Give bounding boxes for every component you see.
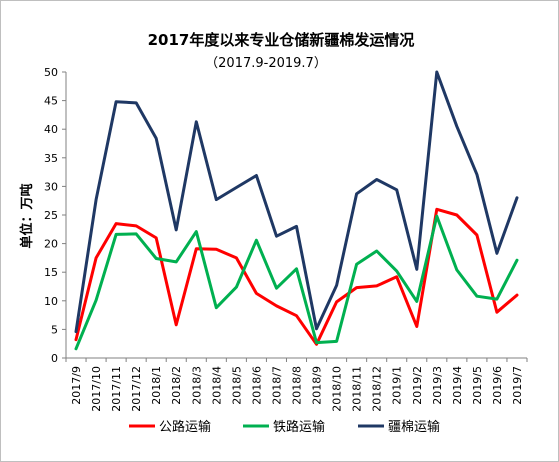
series-line-1 (76, 216, 517, 349)
legend-label: 疆棉运输 (388, 419, 440, 435)
x-tick-label: 2018/4 (210, 366, 223, 405)
x-tick-label: 2018/10 (331, 366, 344, 412)
y-tick-label: 40 (44, 123, 58, 136)
y-axis-label: 单位：万吨 (19, 183, 35, 248)
y-tick-label: 35 (44, 152, 58, 165)
chart-subtitle: （2017.9-2019.7） (205, 56, 327, 71)
x-tick-label: 2018/7 (270, 366, 283, 405)
x-tick-label: 2018/11 (351, 366, 364, 412)
y-tick-label: 10 (44, 295, 58, 308)
chart-title: 2017年度以来专业仓储新疆棉发运情况 (148, 31, 415, 49)
x-tick-label: 2018/12 (371, 366, 384, 412)
y-tick-label: 5 (51, 323, 58, 336)
y-tick-label: 0 (51, 352, 58, 365)
x-tick-label: 2019/4 (451, 366, 464, 405)
y-tick-label: 45 (44, 95, 58, 108)
legend: 公路运输 铁路运输 疆棉运输 (129, 419, 440, 435)
x-tick-label: 2018/9 (311, 366, 324, 405)
legend-label: 铁路运输 (273, 419, 325, 435)
x-tick-labels: 2017/9 2017/10 2017/11 2017/12 2018/1 2018/2 2… (70, 366, 524, 412)
x-tick-label: 2019/6 (491, 366, 504, 405)
x-tick-label: 2019/7 (511, 366, 524, 405)
y-tick-labels: 0 5 10 15 20 25 30 35 40 45 50 (44, 66, 58, 365)
y-tick-label: 30 (44, 180, 58, 193)
x-tick-label: 2017/12 (130, 366, 143, 412)
x-tick-label: 2018/1 (150, 366, 163, 405)
x-tick-label: 2018/5 (230, 366, 243, 405)
x-tick-label: 2017/11 (110, 366, 123, 412)
x-tick-label: 2018/8 (291, 366, 304, 405)
x-tick-label: 2019/3 (431, 366, 444, 405)
x-tick-label: 2019/1 (391, 366, 404, 405)
x-tick-label: 2018/6 (250, 366, 263, 405)
series-lines (76, 72, 517, 349)
x-tick-label: 2017/9 (70, 366, 83, 405)
x-tick-label: 2017/10 (90, 366, 103, 412)
x-tick-label: 2019/5 (471, 366, 484, 405)
legend-label: 公路运输 (159, 419, 211, 435)
x-tick-label: 2018/3 (190, 366, 203, 405)
series-line-2 (76, 72, 517, 332)
x-tick-label: 2018/2 (170, 366, 183, 405)
y-tick-label: 15 (44, 266, 58, 279)
y-tick-label: 50 (44, 66, 58, 79)
y-tick-label: 25 (44, 209, 58, 222)
x-tick-label: 2019/2 (411, 366, 424, 405)
y-tick-label: 20 (44, 238, 58, 251)
